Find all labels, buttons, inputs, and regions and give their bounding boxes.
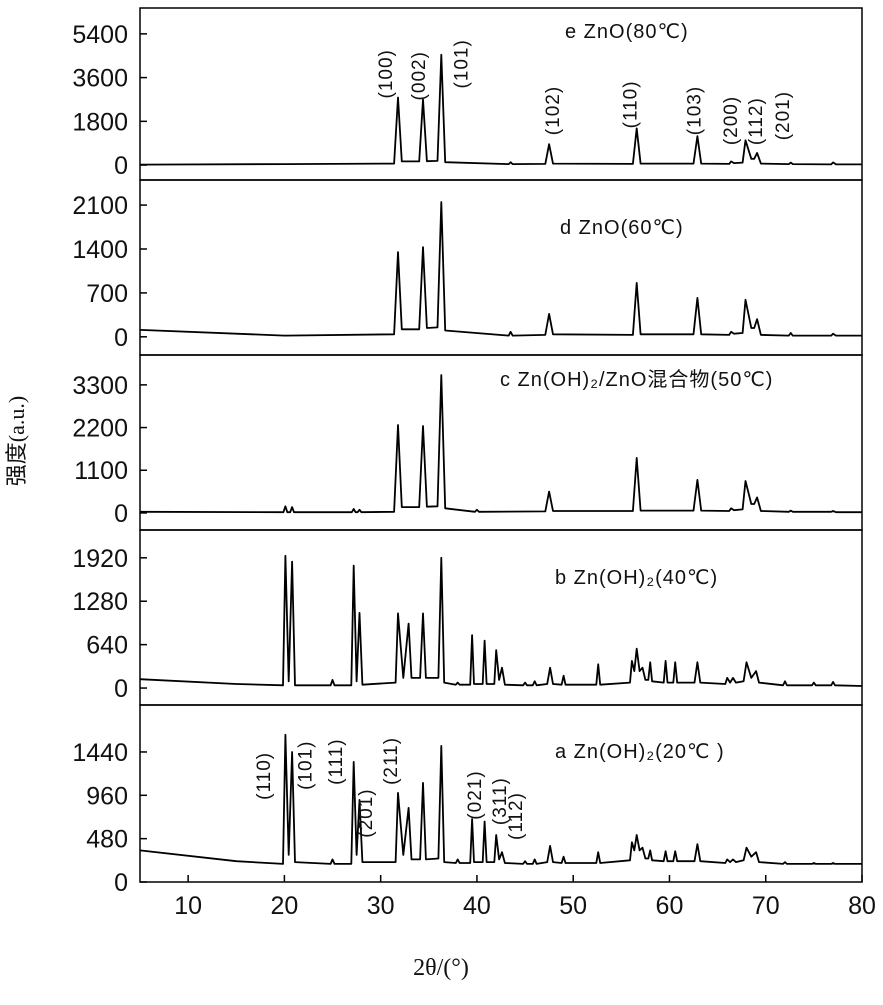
y-tick-label: 3300 bbox=[72, 372, 128, 400]
peak-label: (101) bbox=[295, 741, 316, 790]
xrd-line bbox=[139, 554, 863, 687]
y-tick-label: 1400 bbox=[72, 236, 128, 264]
y-tick-label: 5400 bbox=[72, 21, 128, 49]
y-tick-label: 0 bbox=[114, 675, 128, 703]
peak-label: (101) bbox=[451, 39, 472, 88]
y-tick-label: 2100 bbox=[72, 192, 128, 220]
x-tick-label: 10 bbox=[174, 892, 202, 920]
y-tick-label: 2200 bbox=[72, 415, 128, 443]
y-tick-label: 0 bbox=[114, 324, 128, 352]
y-tick-label: 1440 bbox=[72, 739, 128, 767]
peak-label: (112) bbox=[506, 792, 527, 840]
y-tick-label: 1100 bbox=[74, 457, 128, 485]
peak-label: (111) bbox=[326, 738, 347, 785]
panel-title: e ZnO(80℃) bbox=[565, 21, 689, 43]
peak-label: (201) bbox=[356, 788, 377, 837]
x-tick-label: 80 bbox=[848, 892, 876, 920]
peak-label: (021) bbox=[465, 770, 486, 819]
panel-frame bbox=[139, 7, 863, 181]
peak-label: (200) bbox=[721, 96, 742, 145]
xrd-line bbox=[139, 201, 862, 337]
x-tick-label: 70 bbox=[752, 892, 780, 920]
panel-frame bbox=[139, 529, 863, 706]
x-tick-label: 20 bbox=[270, 892, 298, 920]
x-axis-label: 2θ/(°) bbox=[413, 955, 469, 981]
y-axis-label: 强度(a.u.) bbox=[4, 396, 29, 486]
peak-label: (102) bbox=[543, 86, 564, 135]
xrd-line bbox=[139, 53, 862, 166]
y-tick-label: 700 bbox=[86, 280, 128, 308]
xrd-line bbox=[139, 733, 862, 865]
x-tick-label: 30 bbox=[367, 892, 395, 920]
peak-label: (112) bbox=[746, 97, 767, 145]
peak-label: (211) bbox=[381, 737, 402, 785]
y-tick-label: 480 bbox=[86, 826, 128, 854]
peak-label: (201) bbox=[773, 91, 794, 140]
y-tick-label: 0 bbox=[114, 869, 128, 897]
peak-label: (311) bbox=[490, 777, 511, 825]
panel-title: c Zn(OH)₂/ZnO混合物(50℃) bbox=[500, 368, 773, 391]
y-tick-label: 640 bbox=[86, 632, 128, 660]
panel-title: a Zn(OH)₂(20℃ ) bbox=[555, 741, 725, 763]
panel-frame bbox=[139, 704, 863, 883]
peak-label: (100) bbox=[376, 49, 397, 98]
x-tick-label: 60 bbox=[656, 892, 684, 920]
y-tick-label: 1920 bbox=[72, 545, 128, 573]
x-tick-label: 50 bbox=[559, 892, 587, 920]
y-tick-label: 0 bbox=[114, 152, 128, 180]
peak-label: (110) bbox=[621, 80, 642, 128]
peak-label: (103) bbox=[684, 86, 705, 135]
y-tick-label: 1800 bbox=[72, 108, 128, 136]
x-tick-label: 40 bbox=[463, 892, 491, 920]
y-tick-label: 1280 bbox=[72, 588, 128, 616]
y-tick-label: 3600 bbox=[72, 65, 128, 93]
xrd-line bbox=[139, 374, 862, 514]
peak-label: (002) bbox=[409, 51, 430, 100]
y-tick-label: 0 bbox=[114, 500, 128, 528]
y-tick-label: 960 bbox=[86, 782, 128, 810]
panel-title: d ZnO(60℃) bbox=[560, 217, 684, 239]
peak-label: (110) bbox=[254, 752, 275, 800]
panel-title: b Zn(OH)₂(40℃) bbox=[555, 567, 718, 589]
